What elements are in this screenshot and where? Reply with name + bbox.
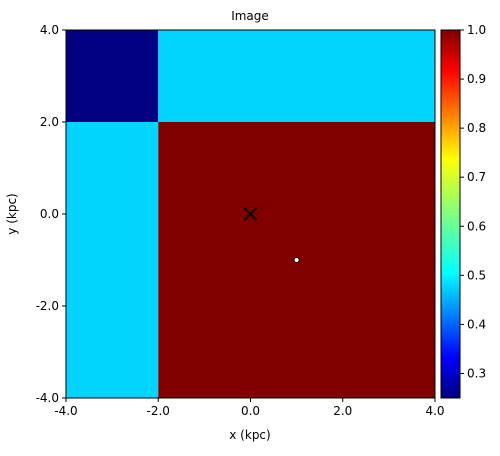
colorbar: [440, 29, 461, 399]
colorbar-ticks: 0.3 0.4 0.5 0.6 0.7 0.8 0.9 1.0: [460, 23, 486, 380]
y-tick-label: -4.0: [36, 391, 59, 405]
colorbar-tick-label: 1.0: [467, 23, 486, 37]
x-tick-label: 0.0: [241, 404, 260, 418]
colorbar-tick-label: 0.3: [467, 366, 486, 380]
colorbar-tick-label: 0.4: [467, 317, 486, 331]
x-tick-label: 4.0: [425, 404, 444, 418]
colorbar-tick-label: 0.7: [467, 170, 486, 184]
heatmap-cells: [66, 30, 435, 398]
heatmap-cell: [66, 30, 159, 122]
colorbar-tick-label: 0.6: [467, 219, 486, 233]
y-tick-label: -2.0: [36, 299, 59, 313]
x-tick-label: -2.0: [147, 404, 170, 418]
markers: [243, 207, 300, 263]
source-dot-marker: [293, 257, 300, 263]
heatmap-cell: [66, 122, 159, 398]
y-ticks: -4.0 -2.0 0.0 2.0 4.0: [36, 23, 66, 405]
x-ticks: -4.0 -2.0 0.0 2.0 4.0: [54, 398, 445, 418]
y-tick-label: 4.0: [40, 23, 59, 37]
x-tick-label: -4.0: [54, 404, 77, 418]
x-axis-label: x (kpc): [229, 428, 270, 442]
colorbar-tick-label: 0.5: [467, 268, 486, 282]
heatmap-cell: [158, 30, 435, 122]
cross-stroke: [243, 207, 258, 221]
y-tick-label: 0.0: [40, 207, 59, 221]
chart-title: Image: [231, 9, 269, 23]
colorbar-tick-label: 0.9: [467, 72, 486, 86]
colorbar-tick-label: 0.8: [467, 121, 486, 135]
y-axis-label: y (kpc): [5, 193, 19, 234]
y-tick-label: 2.0: [40, 115, 59, 129]
x-tick-label: 2.0: [333, 404, 352, 418]
center-cross-marker: [243, 207, 258, 221]
